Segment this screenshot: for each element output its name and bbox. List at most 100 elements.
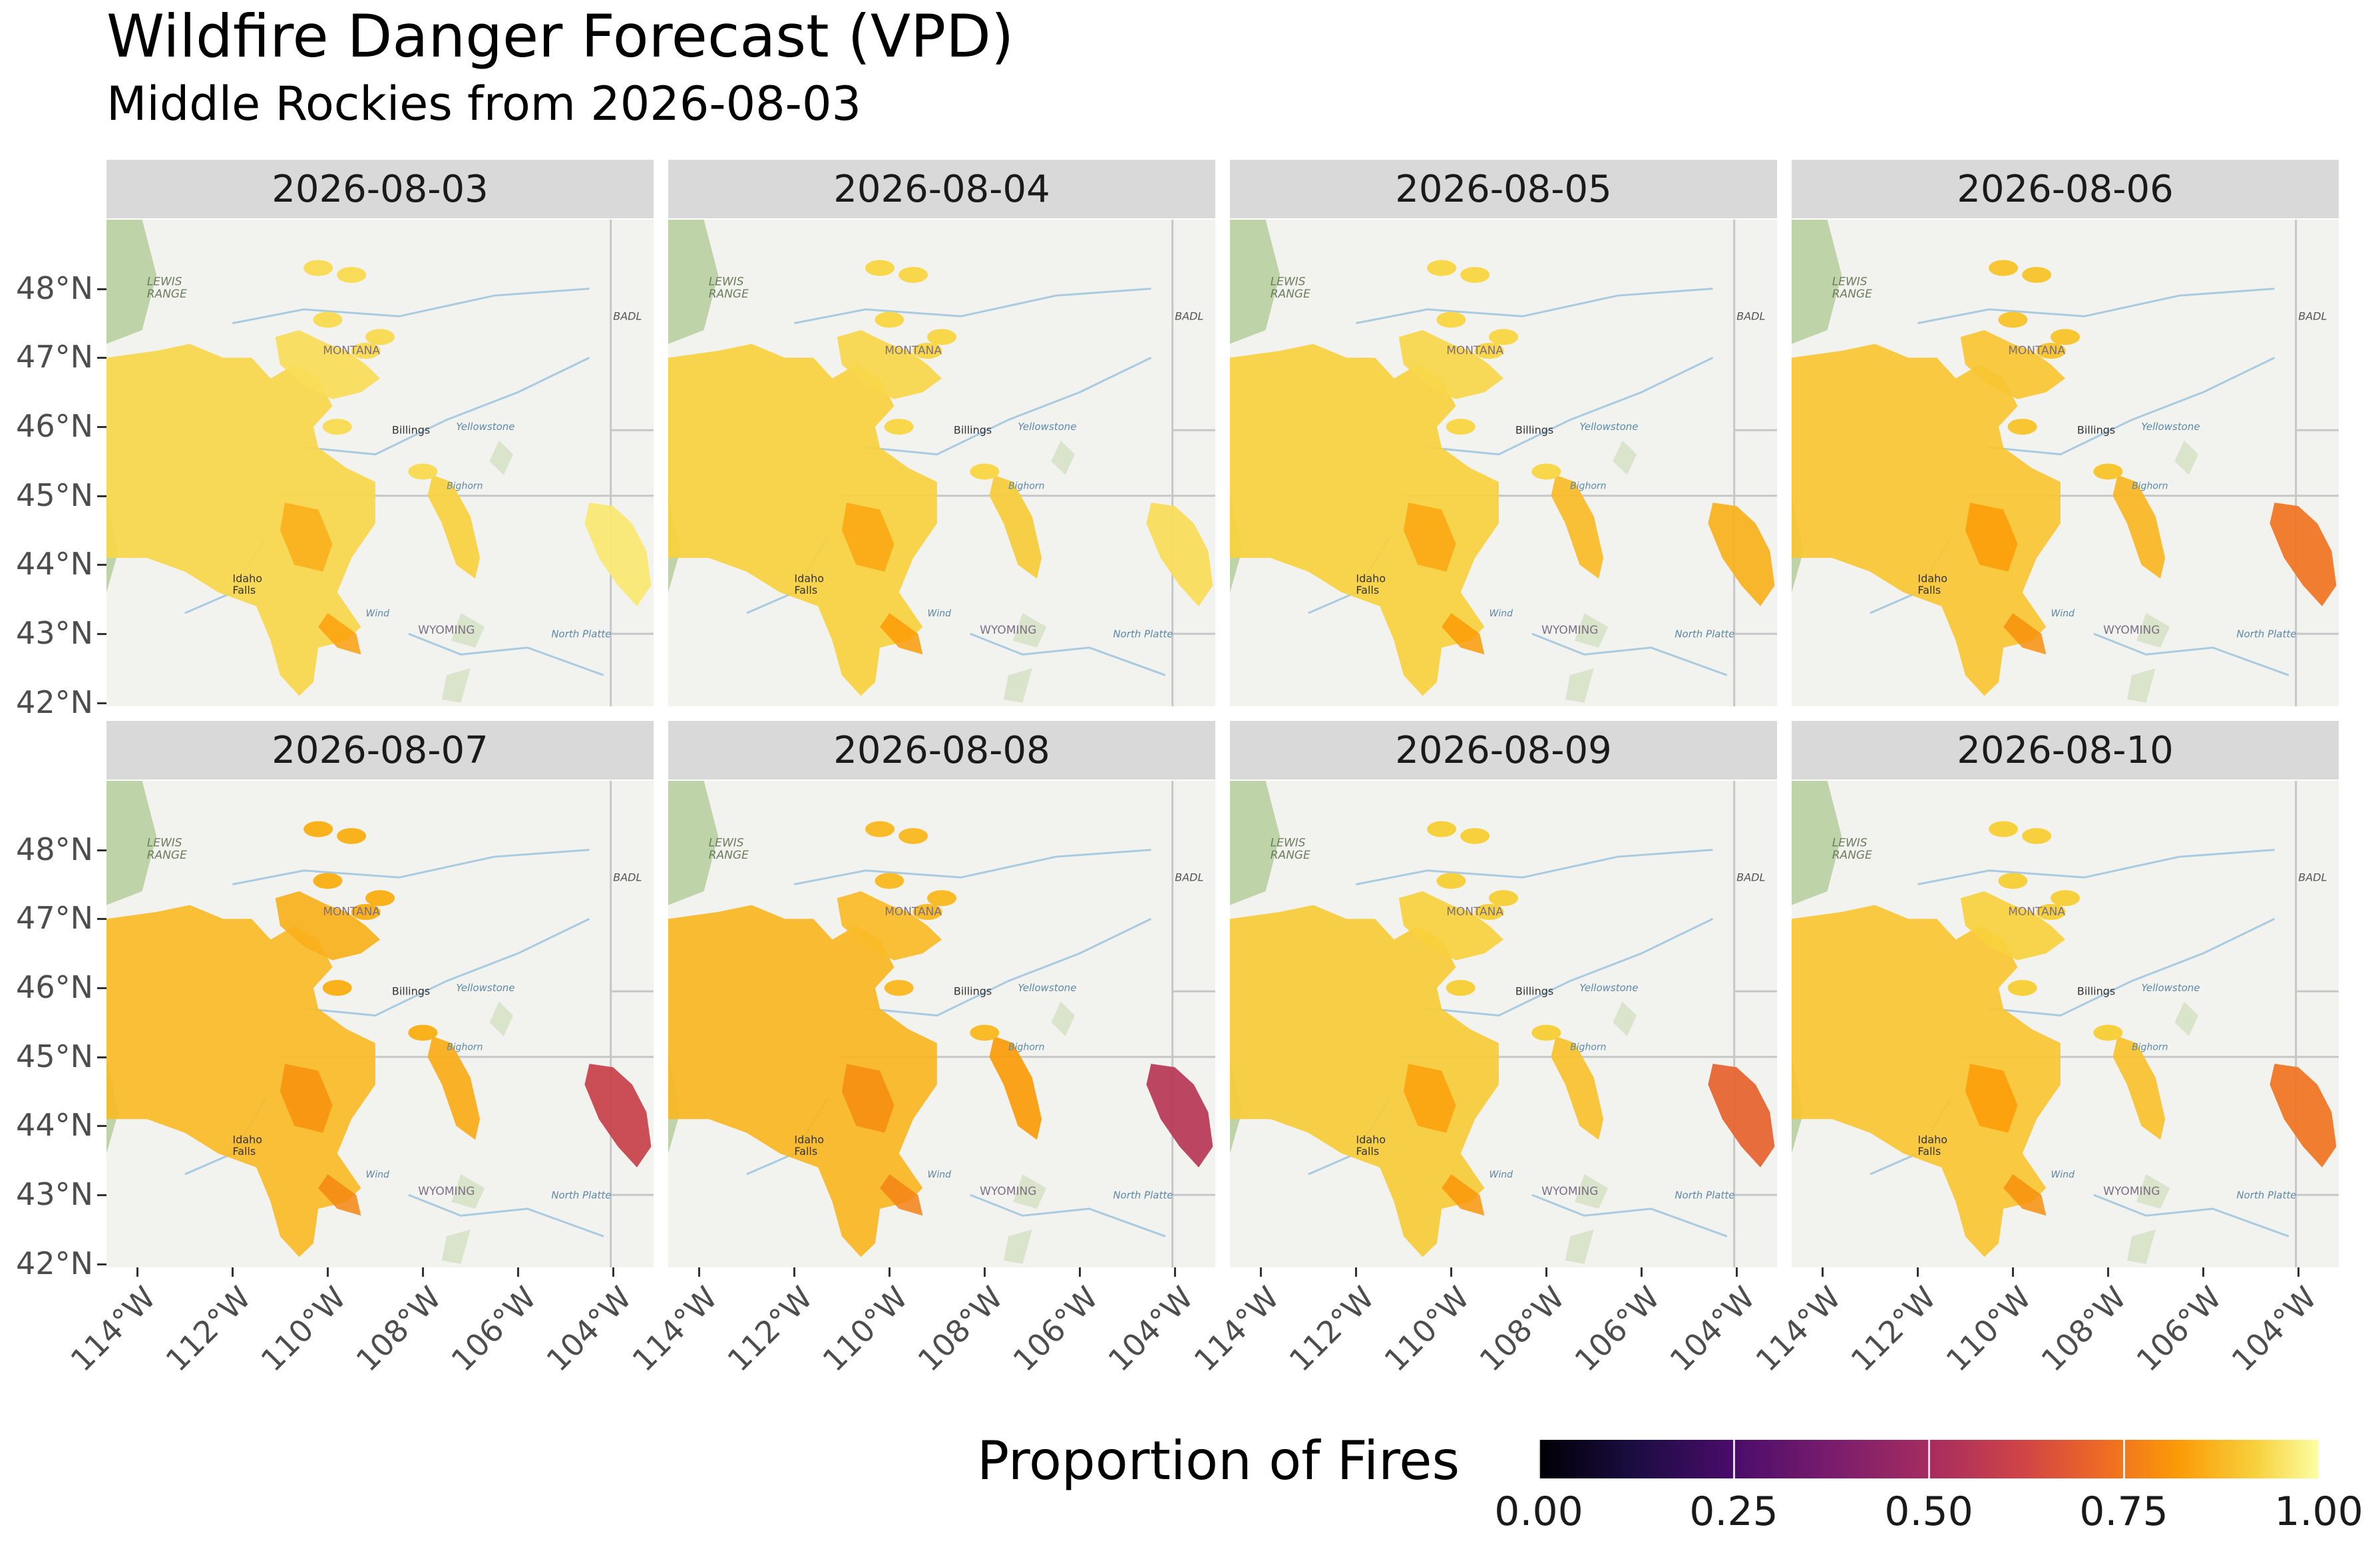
y-tick-mark bbox=[97, 1056, 106, 1058]
basemap-label-range: LEWIS bbox=[147, 837, 182, 850]
basemap-label-city: Billings bbox=[954, 423, 992, 436]
data-region-fragment bbox=[1531, 1024, 1561, 1041]
x-tick-label: 114°W bbox=[1748, 1279, 1848, 1379]
data-region-fragment bbox=[408, 463, 438, 480]
basemap-label-river: Wind bbox=[366, 608, 390, 619]
basemap-label-state: MONTANA bbox=[885, 344, 942, 357]
x-tick-mark bbox=[1917, 1267, 1919, 1277]
basemap-label-city: Falls bbox=[1356, 584, 1379, 596]
legend-tick-label: 0.50 bbox=[1884, 1488, 1973, 1535]
basemap-label-state: WYOMING bbox=[980, 624, 1036, 637]
basemap-terrain bbox=[1013, 1174, 1047, 1209]
facet-panel: LEWIS RANGE MONTANA Billings Yellowstone WYOM… bbox=[106, 220, 654, 706]
data-region-core bbox=[841, 1064, 894, 1133]
x-tick-mark bbox=[422, 1267, 425, 1277]
data-region-fragment bbox=[927, 329, 956, 345]
data-region-black-hills bbox=[1708, 1064, 1775, 1168]
data-region-fragment bbox=[2051, 890, 2080, 907]
basemap-terrain bbox=[441, 1229, 471, 1264]
x-tick-mark bbox=[1641, 1267, 1643, 1277]
y-tick-mark bbox=[97, 426, 106, 429]
basemap-label-range: LEWIS bbox=[1271, 837, 1306, 850]
river bbox=[970, 1194, 1166, 1237]
legend-tick-mark bbox=[2123, 1440, 2125, 1478]
facet-strip-label: 2026-08-04 bbox=[668, 160, 1215, 218]
data-region-fragment bbox=[1460, 827, 1490, 844]
y-tick-label: 47°N bbox=[16, 339, 93, 375]
basemap-label-state: MONTANA bbox=[1446, 905, 1503, 919]
data-region-fragment bbox=[1989, 821, 2019, 837]
river bbox=[794, 849, 1151, 886]
data-region-fragment bbox=[1436, 873, 1466, 889]
legend-tick-label: 1.00 bbox=[2274, 1488, 2363, 1535]
facet-strip-label: 2026-08-06 bbox=[1792, 160, 2339, 218]
basemap-label-river: Wind bbox=[928, 608, 952, 619]
data-region-black-hills bbox=[2270, 503, 2337, 606]
basemap-label-state: MONTANA bbox=[885, 905, 942, 919]
basemap-label-city: Falls bbox=[1917, 1145, 1941, 1158]
basemap-label-range: RANGE bbox=[1832, 849, 1872, 862]
data-region-fragment bbox=[2093, 1024, 2123, 1041]
basemap-label-range: RANGE bbox=[709, 288, 749, 301]
x-tick-label: 108°W bbox=[1472, 1279, 1572, 1379]
y-tick-label: 47°N bbox=[16, 900, 93, 937]
data-region-bighorn bbox=[2112, 1036, 2166, 1140]
basemap-terrain bbox=[489, 440, 514, 475]
data-region-northern bbox=[1398, 891, 1503, 961]
facet-panel: LEWIS RANGE MONTANA Billings Yellowstone WYOM… bbox=[668, 781, 1215, 1267]
river bbox=[408, 1194, 604, 1237]
y-tick-label: 48°N bbox=[16, 270, 93, 306]
basemap-label-city: Billings bbox=[954, 985, 992, 997]
x-tick-label: 114°W bbox=[63, 1279, 163, 1379]
basemap-forest bbox=[668, 781, 719, 905]
basemap-label-range: RANGE bbox=[147, 849, 187, 862]
basemap-label-river: Yellowstone bbox=[2141, 982, 2200, 994]
basemap-label-range: LEWIS bbox=[1832, 276, 1868, 289]
data-region-fragment bbox=[898, 827, 928, 844]
y-tick-mark bbox=[97, 987, 106, 990]
data-region-black-hills bbox=[584, 1064, 652, 1168]
basemap-label-range: LEWIS bbox=[1271, 276, 1306, 289]
basemap-terrain bbox=[2174, 1001, 2199, 1036]
x-tick-label: 110°W bbox=[254, 1279, 353, 1379]
data-region-fragment bbox=[1427, 821, 1457, 837]
data-region-fragment bbox=[927, 890, 956, 907]
x-tick-mark bbox=[517, 1267, 520, 1277]
basemap-label-park: BADL bbox=[1175, 310, 1203, 322]
data-region-bighorn bbox=[427, 1036, 481, 1140]
data-region-bighorn bbox=[989, 1036, 1042, 1140]
legend-tick-mark bbox=[1928, 1440, 1930, 1478]
data-region-bighorn bbox=[1551, 1036, 1604, 1140]
basemap-label-state: WYOMING bbox=[418, 624, 475, 637]
data-region-northern bbox=[837, 891, 942, 961]
basemap-terrain bbox=[451, 613, 485, 648]
basemap-label-river: Wind bbox=[2051, 608, 2075, 619]
data-region-fragment bbox=[898, 266, 928, 283]
basemap-terrain bbox=[441, 668, 471, 703]
data-region-core bbox=[841, 503, 894, 572]
data-region-core bbox=[880, 613, 923, 655]
data-region-fragment bbox=[970, 463, 1000, 480]
x-tick-mark bbox=[1079, 1267, 1082, 1277]
basemap-terrain bbox=[1575, 1174, 1609, 1209]
data-region-fragment bbox=[1474, 904, 1504, 921]
basemap-label-state: MONTANA bbox=[323, 344, 380, 357]
x-tick-label: 112°W bbox=[158, 1279, 258, 1379]
data-region-fragment bbox=[912, 904, 942, 921]
basemap-label-river: Yellowstone bbox=[1579, 982, 1638, 994]
basemap-forest bbox=[1792, 220, 1842, 344]
x-tick-mark bbox=[612, 1267, 615, 1277]
y-tick-label: 44°N bbox=[16, 546, 93, 582]
river bbox=[1989, 918, 2276, 1017]
basemap-label-range: RANGE bbox=[1271, 288, 1310, 301]
legend-tick-mark bbox=[1733, 1440, 1735, 1478]
river bbox=[232, 849, 590, 886]
facet-panel: LEWIS RANGE MONTANA Billings Yellowstone WYOM… bbox=[1230, 781, 1777, 1267]
basemap-label-city: Falls bbox=[794, 584, 817, 596]
